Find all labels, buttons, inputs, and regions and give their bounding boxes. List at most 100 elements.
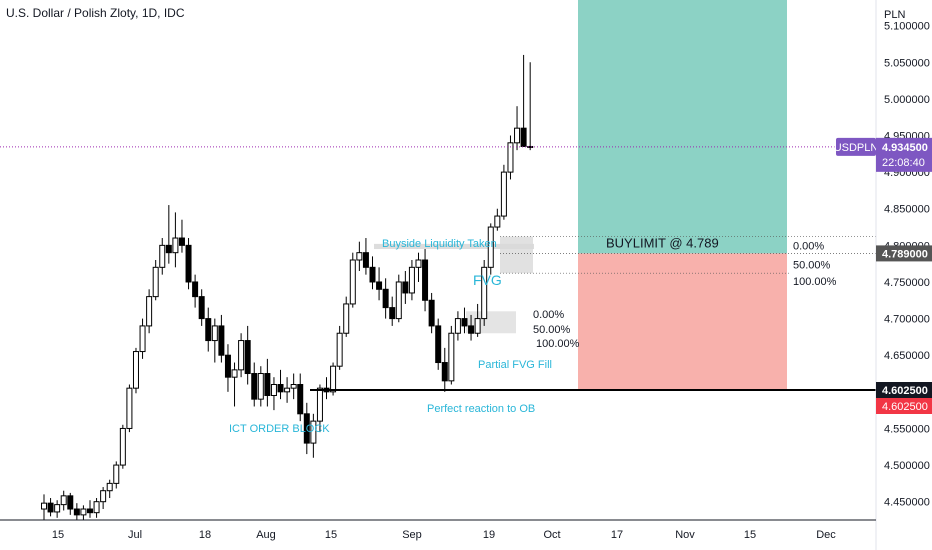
time-tick-label: Oct — [543, 529, 560, 541]
candle-body — [297, 384, 304, 415]
candle-body — [211, 325, 218, 342]
price-axis[interactable]: PLN 5.1000005.0500005.0000004.9500004.90… — [875, 0, 930, 550]
candle-body — [415, 259, 422, 268]
candle-body — [192, 281, 199, 298]
price-tick-label: 4.450000 — [884, 497, 930, 509]
chart-title: U.S. Dollar / Polish Zloty, 1D, IDC — [6, 6, 185, 20]
entry-badge-bg — [876, 245, 932, 262]
candle-body — [54, 504, 61, 513]
candle-body — [343, 303, 350, 334]
partial-fib-0: 0.00% — [533, 309, 564, 321]
time-tick-label: Sep — [402, 529, 422, 541]
candle-body — [205, 318, 212, 342]
candle-body — [152, 266, 159, 298]
candle-body — [264, 373, 271, 396]
candle-body — [132, 351, 139, 389]
time-tick-label: 15 — [52, 529, 64, 541]
last-price-badge: 4.934500 — [882, 142, 928, 154]
candle-body — [251, 373, 258, 400]
partial-fib-100: 100.00% — [536, 338, 580, 350]
candle-body — [395, 281, 402, 320]
candle-body — [310, 420, 317, 444]
candle-body — [402, 281, 409, 294]
candle-body — [93, 501, 100, 514]
candle-body — [185, 244, 192, 283]
candle-body — [514, 127, 521, 144]
candle-body — [198, 296, 205, 320]
time-axis[interactable]: 15 Jul 18 Aug 15 Sep 19 Oct 17 Nov 15 Dec — [0, 519, 876, 541]
candle-body — [106, 482, 113, 492]
stop-zone — [578, 253, 787, 390]
price-tick-label: 4.850000 — [884, 204, 930, 216]
symbol-badge-bg — [836, 137, 876, 156]
candle-body — [218, 325, 225, 356]
candle-body — [139, 325, 146, 353]
order-block-label: ICT ORDER BLOCK — [229, 423, 330, 435]
price-badges: USDPLN 4.934500 22:08:40 4.789000 4.602500 4.… — [834, 137, 932, 414]
candle-body — [231, 369, 238, 378]
candle-body — [126, 387, 133, 429]
stop-badge-bg — [876, 398, 932, 414]
liquidity-zone — [374, 243, 534, 250]
perfect-reaction-label: Perfect reaction to OB — [427, 403, 535, 415]
last-price-badge-bg — [876, 137, 932, 172]
candle-body — [441, 362, 448, 382]
time-tick-label: Dec — [816, 529, 836, 541]
candle-body — [435, 325, 442, 364]
candle-body — [277, 384, 284, 393]
overlay-layer: 0.00% 50.00% 100.00% BUYLIMIT @ 4.789 0.00% 5… — [0, 146, 876, 435]
candle-body — [159, 244, 166, 268]
candle-body — [330, 365, 337, 393]
candle-body — [468, 325, 475, 334]
candle-body — [238, 340, 245, 371]
candle-body — [349, 259, 356, 305]
candle-body — [369, 266, 376, 283]
ob-badge-bg — [876, 382, 932, 398]
candle-body — [303, 413, 310, 444]
candle-body — [60, 495, 67, 506]
candle-body — [481, 266, 488, 320]
candle-body — [244, 340, 251, 375]
candle-body — [356, 252, 363, 261]
price-tick-label: 4.650000 — [884, 350, 930, 362]
candle-body — [520, 127, 527, 147]
time-tick-label: 15 — [744, 529, 756, 541]
price-tick-label: 4.550000 — [884, 423, 930, 435]
candle-body — [448, 332, 455, 382]
time-tick-label: Jul — [128, 529, 142, 541]
zones-layer — [374, 0, 787, 390]
candle-body — [146, 296, 153, 327]
time-tick-label: Nov — [675, 529, 695, 541]
ob-badge: 4.602500 — [882, 385, 928, 397]
candle-body — [461, 318, 468, 327]
candle-body — [474, 318, 481, 334]
candle-body — [67, 495, 74, 510]
candle-body — [362, 252, 369, 268]
countdown-badge: 22:08:40 — [882, 157, 925, 169]
time-tick-label: Aug — [256, 529, 276, 541]
price-tick-label: 5.050000 — [884, 57, 930, 69]
candle-body — [178, 237, 185, 246]
candle-body — [507, 142, 514, 173]
candle-body — [316, 387, 323, 422]
candle-body — [41, 502, 47, 510]
candle-body — [86, 508, 93, 514]
candle-body — [389, 307, 396, 320]
fib-label-50: 50.00% — [793, 259, 831, 271]
candle-body — [428, 299, 435, 327]
buylimit-label: BUYLIMIT @ 4.789 — [606, 236, 719, 251]
candle-body — [376, 281, 383, 290]
fvg-zone — [500, 236, 533, 274]
candle-body — [119, 427, 126, 466]
candle-body — [47, 502, 54, 513]
candle-body — [408, 266, 415, 294]
price-tick-label: 5.100000 — [884, 21, 930, 33]
candles-layer — [41, 54, 534, 520]
candle-body — [284, 387, 291, 393]
candle-body — [487, 226, 494, 268]
candle-body — [336, 332, 343, 367]
candle-body — [422, 259, 429, 301]
partial-fib-50: 50.00% — [533, 324, 571, 336]
